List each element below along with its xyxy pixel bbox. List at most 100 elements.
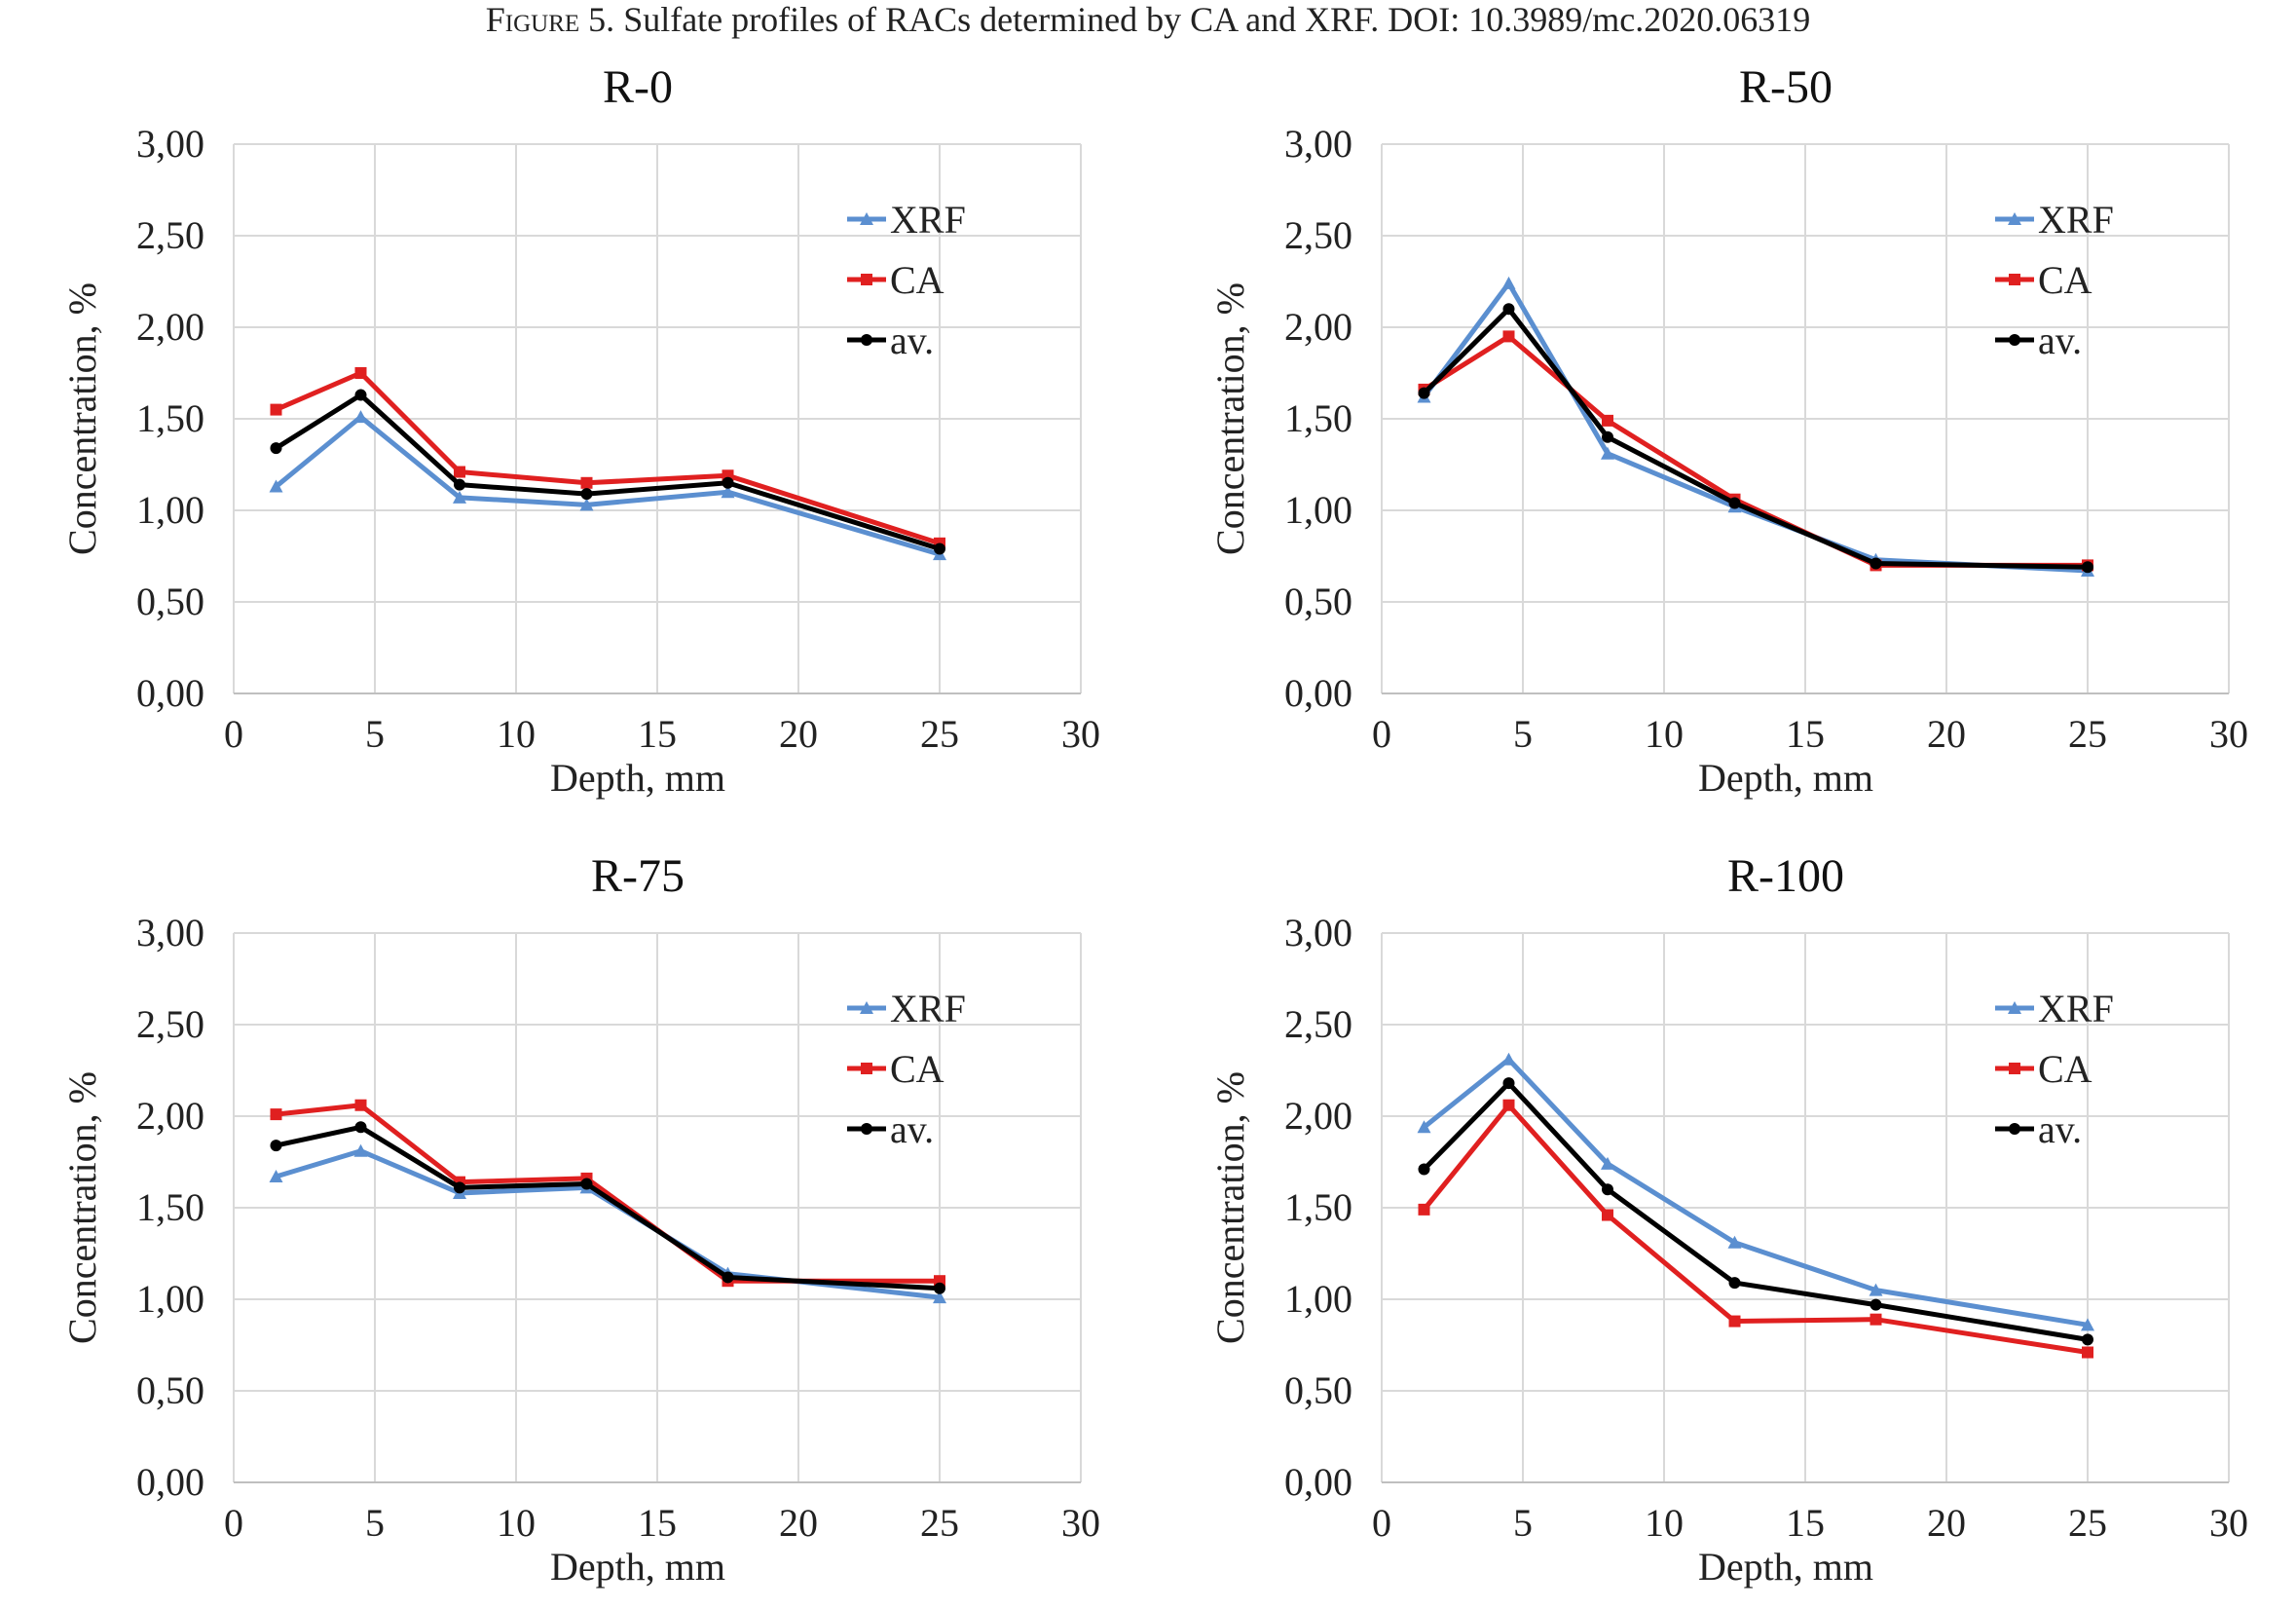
data-point bbox=[270, 1108, 282, 1121]
x-tick-label: 5 bbox=[365, 1501, 385, 1545]
series-line-ca bbox=[275, 370, 941, 546]
x-tick-label: 15 bbox=[1786, 1501, 1825, 1545]
y-axis-label: Concentration, % bbox=[60, 282, 104, 555]
legend-label: CA bbox=[890, 258, 944, 302]
y-tick-label: 2,50 bbox=[136, 1002, 204, 1046]
data-point bbox=[934, 543, 945, 555]
y-tick-label: 2,00 bbox=[136, 305, 204, 349]
data-point bbox=[354, 367, 367, 379]
y-tick-label: 2,00 bbox=[1284, 1094, 1352, 1138]
legend-label: XRF bbox=[890, 198, 966, 242]
series-line-av bbox=[275, 1124, 941, 1291]
x-tick-label: 25 bbox=[920, 1501, 959, 1545]
data-point bbox=[1727, 1235, 1742, 1249]
legend-label: av. bbox=[890, 318, 934, 362]
legend-label: XRF bbox=[2038, 987, 2114, 1030]
x-tick-label: 10 bbox=[1645, 1501, 1684, 1545]
x-tick-label: 10 bbox=[497, 1501, 536, 1545]
y-tick-label: 0,00 bbox=[136, 671, 204, 715]
legend-label: XRF bbox=[890, 987, 966, 1030]
y-axis-label: Concentration, % bbox=[60, 1071, 104, 1344]
data-point bbox=[1502, 1099, 1515, 1111]
series-line-xrf bbox=[1422, 281, 2089, 574]
legend-label: CA bbox=[2038, 258, 2092, 302]
y-tick-label: 3,00 bbox=[136, 122, 204, 166]
y-tick-label: 1,50 bbox=[136, 1185, 204, 1229]
data-point bbox=[580, 476, 593, 489]
data-point bbox=[454, 478, 465, 491]
data-point bbox=[270, 1140, 282, 1152]
series-line-av bbox=[1422, 306, 2089, 570]
x-tick-label: 5 bbox=[1513, 712, 1533, 756]
data-point bbox=[1728, 1315, 1741, 1328]
y-tick-label: 1,00 bbox=[1284, 488, 1352, 532]
data-point bbox=[354, 1121, 367, 1134]
data-point bbox=[722, 1271, 734, 1284]
data-point bbox=[933, 1291, 946, 1304]
chart-svg: R-100 0,00 0,50 1,00 1,50 2,00 2,50 3,00 0 5 10 15 2… bbox=[1208, 850, 2248, 1589]
chart-panel-r75: R-75 0,00 0,50 1,00 1,50 2,00 2,50 3,00 0 5 10 15 20… bbox=[0, 828, 1148, 1607]
series-line-ca bbox=[1422, 1103, 2089, 1355]
chart-title: R-75 bbox=[591, 850, 685, 902]
x-tick-label: 20 bbox=[1927, 1501, 1966, 1545]
chart-svg: R-50 0,00 0,50 1,00 1,50 2,00 2,50 3,00 0 5 10 15 20… bbox=[1208, 61, 2248, 800]
chart-title: R-50 bbox=[1739, 61, 1833, 113]
figure-caption: Figure 5. Sulfate profiles of RACs deter… bbox=[0, 0, 2296, 39]
y-tick-label: 2,00 bbox=[136, 1094, 204, 1138]
y-tick-label: 2,50 bbox=[1284, 213, 1352, 257]
legend-marker bbox=[2008, 1001, 2021, 1014]
chart-svg: R-0 0,00 0,50 1,00 1,50 2,00 2,50 3,00 0 5 10 15 20 2… bbox=[60, 61, 1100, 800]
data-point bbox=[1870, 557, 1882, 570]
data-point bbox=[1501, 1052, 1516, 1066]
y-tick-label: 2,50 bbox=[136, 213, 204, 257]
legend-marker bbox=[2009, 1123, 2020, 1135]
y-tick-label: 2,00 bbox=[1284, 305, 1352, 349]
x-tick-label: 25 bbox=[920, 712, 959, 756]
legend-label: av. bbox=[2038, 1107, 2082, 1151]
y-tick-label: 1,50 bbox=[1284, 396, 1352, 440]
data-point bbox=[1870, 1298, 1882, 1311]
data-point bbox=[1602, 1183, 1613, 1196]
legend-marker bbox=[861, 274, 872, 285]
x-tick-label: 20 bbox=[779, 712, 818, 756]
figure-label: Figure 5. bbox=[485, 0, 615, 39]
x-axis-label: Depth, mm bbox=[1698, 1545, 1873, 1589]
chart-panel-r50: R-50 0,00 0,50 1,00 1,50 2,00 2,50 3,00 0 5 10 15 20… bbox=[1148, 39, 2296, 818]
x-axis-label: Depth, mm bbox=[1698, 756, 1873, 800]
data-point bbox=[1417, 1120, 1431, 1134]
chart-title: R-0 bbox=[603, 61, 673, 113]
data-point bbox=[1418, 1203, 1430, 1216]
legend-label: av. bbox=[890, 1107, 934, 1151]
x-tick-label: 25 bbox=[2068, 712, 2107, 756]
legend-marker bbox=[861, 1063, 872, 1074]
legend-marker bbox=[2009, 1063, 2020, 1074]
y-tick-label: 2,50 bbox=[1284, 1002, 1352, 1046]
y-tick-label: 0,50 bbox=[1284, 580, 1352, 623]
chart-title: R-100 bbox=[1727, 850, 1844, 902]
figure-caption-text: Sulfate profiles of RACs determined by C… bbox=[623, 0, 1811, 39]
x-tick-label: 0 bbox=[1372, 712, 1391, 756]
x-tick-label: 0 bbox=[224, 1501, 243, 1545]
data-point bbox=[722, 476, 734, 489]
data-point bbox=[1501, 276, 1516, 289]
data-point bbox=[454, 466, 465, 478]
data-point bbox=[1502, 303, 1515, 316]
y-axis-label: Concentration, % bbox=[1208, 1071, 1252, 1344]
legend-label: av. bbox=[2038, 318, 2082, 362]
data-point bbox=[2082, 1333, 2093, 1346]
data-point bbox=[270, 403, 282, 416]
series-line-av bbox=[1422, 1080, 2089, 1342]
y-tick-label: 0,00 bbox=[136, 1460, 204, 1504]
y-tick-label: 3,00 bbox=[1284, 122, 1352, 166]
data-point bbox=[1602, 430, 1613, 443]
x-tick-label: 30 bbox=[2209, 1501, 2248, 1545]
legend-marker bbox=[860, 1001, 873, 1014]
x-tick-label: 15 bbox=[638, 1501, 677, 1545]
legend-label: CA bbox=[2038, 1047, 2092, 1091]
data-point bbox=[2082, 1346, 2093, 1359]
y-tick-label: 1,00 bbox=[136, 1277, 204, 1321]
legend-marker bbox=[860, 212, 873, 225]
data-point bbox=[1602, 1209, 1613, 1221]
y-tick-label: 0,00 bbox=[1284, 1460, 1352, 1504]
x-tick-label: 10 bbox=[1645, 712, 1684, 756]
